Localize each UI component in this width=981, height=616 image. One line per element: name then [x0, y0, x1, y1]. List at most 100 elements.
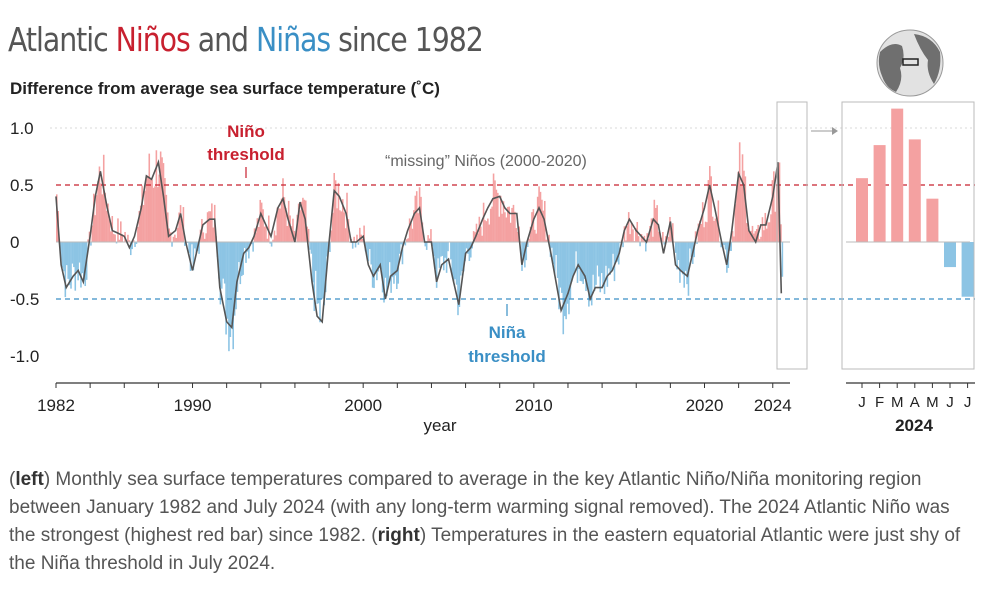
monthly-bar: [470, 242, 472, 258]
monthly-bar: [332, 212, 334, 242]
monthly-bar: [515, 228, 518, 242]
monthly-bar: [576, 242, 579, 283]
monthly-bar: [711, 216, 714, 242]
monthly-bar: [230, 242, 233, 324]
chart-canvas: 1.0 0.5 0 -0.5 -1.0 1982 1990 2000 2010 2020 2024 y…: [10, 29, 975, 435]
monthly-bar: [279, 208, 281, 242]
monthly-bar: [290, 226, 293, 242]
monthly-bar: [401, 242, 404, 265]
monthly-bar: [67, 242, 69, 279]
monthly-bar: [627, 212, 630, 242]
monthly-bar: [74, 242, 77, 291]
monthly-bar: [135, 242, 138, 244]
monthly-bar: [680, 242, 683, 271]
monthly-bar: [322, 242, 324, 299]
monthly-bar: [359, 227, 361, 242]
monthly-bar: [623, 226, 626, 242]
monthly-bar: [716, 219, 718, 242]
monthly-bar: [764, 212, 767, 242]
monthly-bar: [363, 225, 365, 242]
monthly-bar: [398, 242, 401, 254]
monthly-bar: [176, 227, 179, 242]
monthly-bar: [689, 242, 691, 249]
monthly-bar: [277, 208, 280, 242]
y-tick-label: 1.0: [10, 119, 34, 138]
monthly-bar: [361, 238, 364, 242]
inset-month-label: M: [891, 394, 904, 411]
monthly-bar: [502, 201, 505, 242]
monthly-bar: [551, 242, 553, 248]
monthly-bar: [175, 237, 178, 242]
caption-right: right: [377, 525, 420, 546]
monthly-bar: [155, 150, 158, 242]
monthly-bar: [683, 242, 685, 288]
monthly-bar: [774, 211, 777, 242]
monthly-bar: [605, 242, 607, 266]
monthly-bar: [148, 153, 151, 242]
monthly-bar: [573, 242, 576, 272]
monthly-bar: [329, 242, 331, 252]
monthly-bar: [189, 242, 192, 271]
monthly-bar: [592, 242, 594, 275]
monthly-bar: [340, 211, 343, 242]
monthly-bar: [585, 242, 587, 292]
monthly-bar: [498, 216, 501, 242]
nino-threshold-label-1: Niño: [227, 122, 265, 141]
monthly-bar: [98, 166, 101, 242]
monthly-bar: [390, 242, 392, 293]
monthly-bar: [223, 242, 226, 284]
monthly-bar: [286, 226, 289, 242]
monthly-bar: [270, 242, 273, 247]
monthly-bar: [696, 242, 698, 244]
monthly-bar: [273, 230, 276, 242]
monthly-bar: [235, 242, 237, 310]
monthly-bar: [194, 242, 196, 249]
monthly-bar: [485, 221, 488, 242]
monthly-bar: [326, 242, 328, 257]
monthly-bar: [610, 242, 613, 272]
monthly-bar: [380, 242, 382, 270]
monthly-bar: [202, 232, 205, 242]
monthly-bar: [464, 242, 466, 262]
monthly-bar: [770, 214, 772, 242]
monthly-bar: [565, 242, 567, 320]
monthly-bar: [481, 235, 483, 242]
monthly-bar: [424, 242, 427, 247]
monthly-bar: [376, 242, 378, 281]
annotations: Niño threshold “missing” Niños (2000-202…: [207, 122, 587, 366]
monthly-bar: [407, 238, 409, 242]
monthly-bar: [767, 222, 769, 242]
monthly-bar: [525, 242, 528, 261]
axes: 1.0 0.5 0 -0.5 -1.0 1982 1990 2000 2010 2020 2024 y…: [10, 101, 838, 435]
x-tick-label: 2010: [515, 396, 553, 415]
monthly-bar: [529, 226, 532, 242]
monthly-bar: [433, 242, 435, 257]
monthly-bar: [750, 230, 752, 242]
monthly-bar: [151, 179, 153, 242]
monthly-bar: [582, 242, 584, 284]
monthly-bar: [743, 170, 745, 242]
monthly-bar: [720, 242, 722, 248]
monthly-bar: [497, 192, 499, 242]
monthly-bar: [384, 242, 387, 278]
monthly-bar: [707, 180, 710, 242]
inset-bar: [961, 242, 974, 297]
monthly-bar: [415, 191, 418, 242]
monthly-bar: [377, 242, 380, 272]
monthly-bar: [765, 228, 768, 242]
monthly-bar: [457, 242, 459, 316]
monthly-bar: [612, 242, 614, 254]
monthly-bar: [101, 194, 104, 242]
monthly-bar: [313, 242, 316, 311]
monthly-bar: [182, 207, 185, 242]
monthly-bar: [219, 242, 222, 305]
monthly-bar: [455, 242, 458, 285]
monthly-bar: [723, 242, 725, 246]
monthly-bar: [357, 242, 360, 245]
monthly-bar: [444, 242, 446, 258]
monthly-bar: [622, 242, 624, 248]
monthly-bar: [674, 242, 677, 253]
monthly-bar: [670, 231, 673, 242]
monthly-bar: [405, 239, 408, 242]
nina-threshold-label-1: Niña: [489, 323, 526, 342]
